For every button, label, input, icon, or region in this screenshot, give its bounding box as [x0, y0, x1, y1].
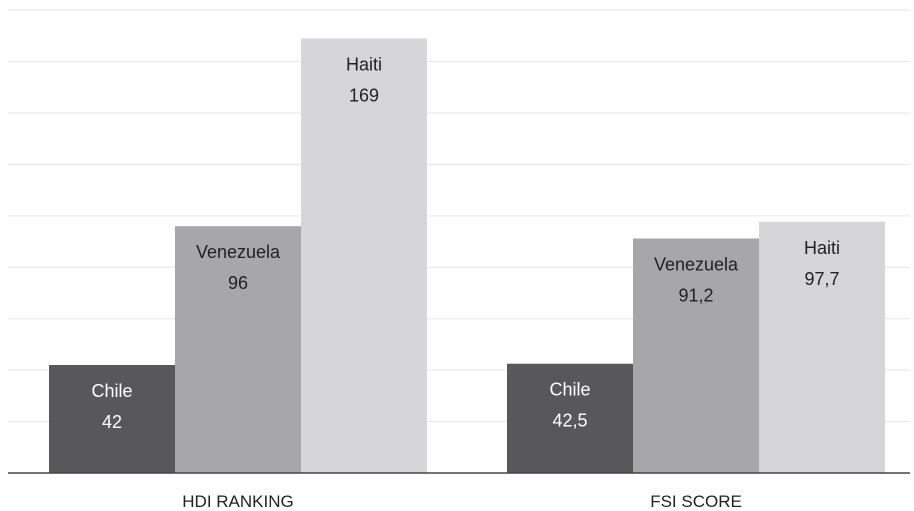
bar-name-label: Venezuela [196, 242, 281, 262]
bar-value-label: 42,5 [552, 411, 587, 431]
bar-venezuela-hdi [175, 226, 301, 473]
category-label: HDI RANKING [182, 492, 293, 511]
bar-value-label: 96 [228, 273, 248, 293]
bar-value-label: 169 [349, 85, 379, 105]
category-label: FSI SCORE [650, 492, 742, 511]
bar-name-label: Haiti [346, 54, 382, 74]
bar-value-label: 91,2 [678, 285, 713, 305]
bars: Chile 42 Venezuela 96 Haiti 169 Chile 42,5 Venez… [49, 38, 885, 474]
bar-value-label: 42 [102, 412, 122, 432]
bar-chile-hdi [49, 365, 175, 473]
category-labels: HDI RANKING FSI SCORE [182, 492, 742, 511]
bar-name-label: Haiti [804, 238, 840, 258]
bar-venezuela-fsi [633, 238, 759, 473]
bar-name-label: Chile [91, 381, 132, 401]
bar-value-label: 97,7 [804, 269, 839, 289]
bar-name-label: Venezuela [654, 254, 739, 274]
bar-name-label: Chile [549, 380, 590, 400]
bar-haiti-hdi [301, 38, 427, 474]
bar-chile-fsi [507, 363, 633, 473]
bar-haiti-fsi [759, 221, 885, 473]
